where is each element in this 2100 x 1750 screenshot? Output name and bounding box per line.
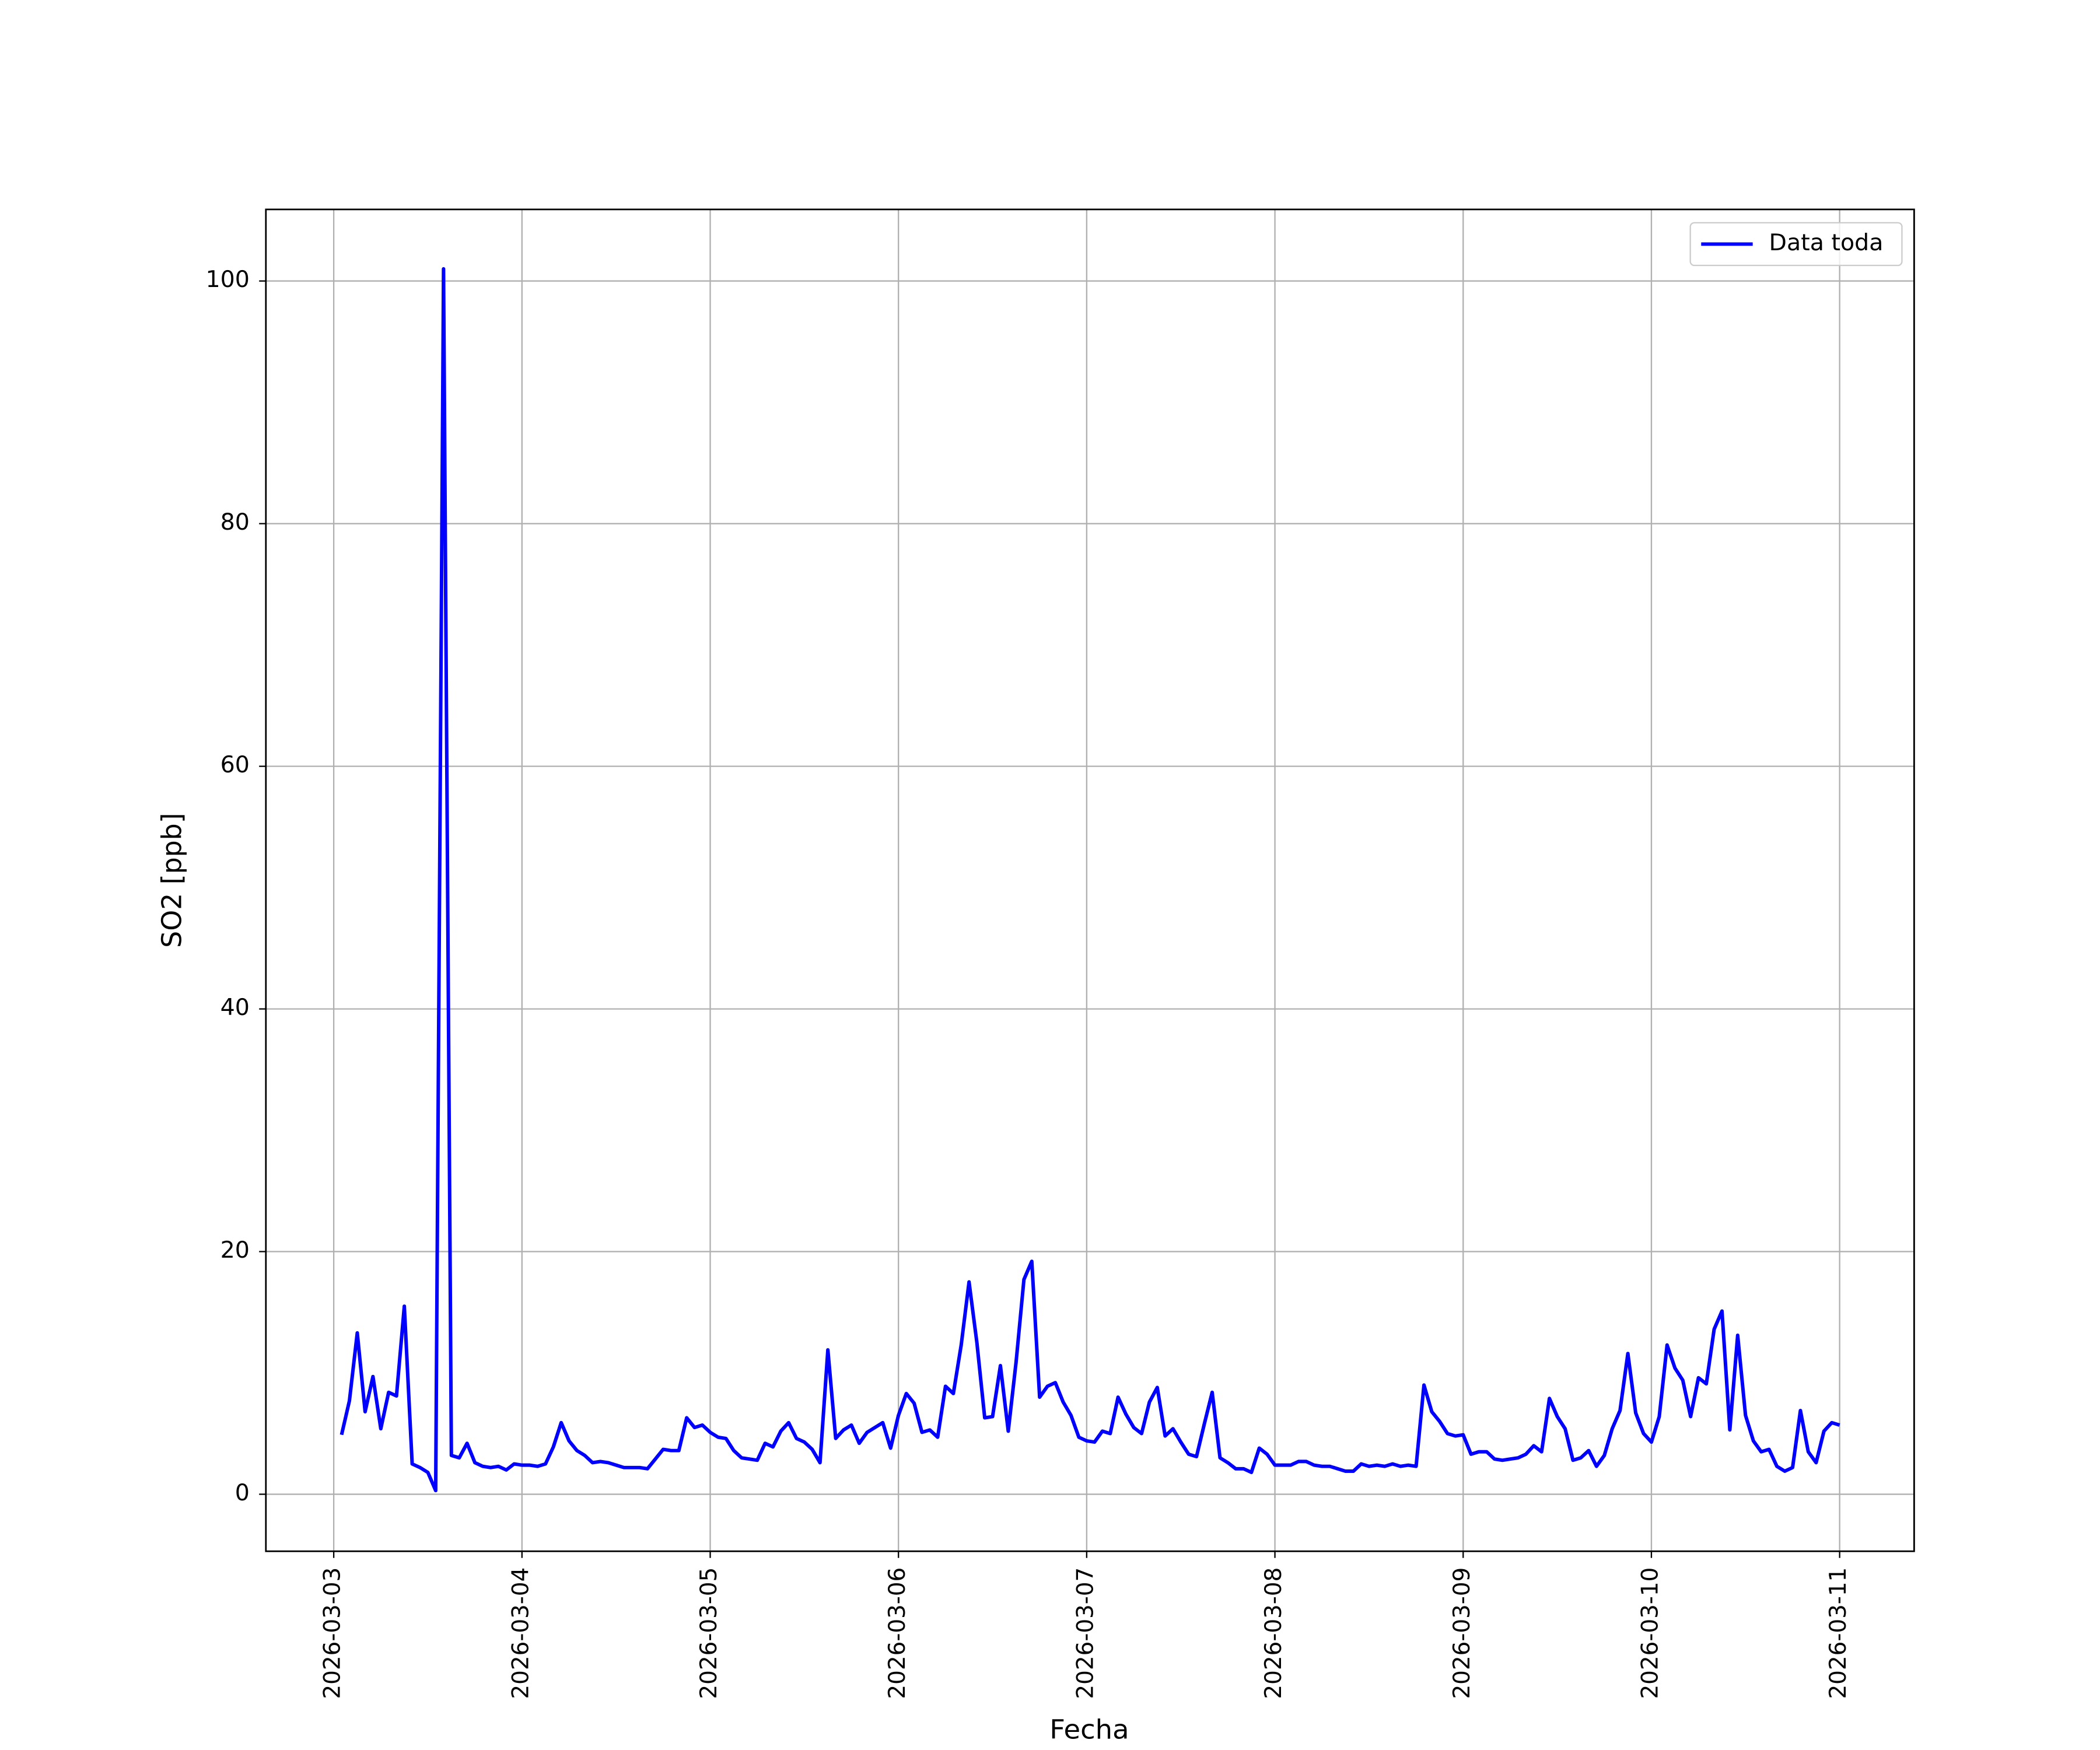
plot-area <box>340 267 1840 1493</box>
x-tick-label: 2026-03-08 <box>1261 1567 1287 1699</box>
axes-frame <box>265 208 1915 1552</box>
legend-label: Data toda <box>1769 230 1884 256</box>
data-line <box>340 267 1840 1493</box>
y-tick-label: 100 <box>205 267 249 293</box>
x-axis-label: Fecha <box>1049 1714 1129 1745</box>
y-tick-label: 60 <box>220 752 250 778</box>
x-tick-label: 2026-03-06 <box>884 1567 910 1699</box>
y-tick-label: 20 <box>220 1237 250 1264</box>
x-tick-label: 2026-03-03 <box>319 1567 345 1699</box>
x-tick-label: 2026-03-11 <box>1825 1567 1852 1699</box>
y-tick-label: 80 <box>220 509 250 536</box>
y-axis-label: SO2 [ppb] <box>156 813 187 947</box>
y-tick-label: 0 <box>235 1480 250 1506</box>
x-tick-label: 2026-03-05 <box>696 1567 722 1699</box>
x-tick-label: 2026-03-04 <box>508 1567 534 1699</box>
y-tick-label: 40 <box>220 995 250 1021</box>
x-tick-label: 2026-03-09 <box>1449 1567 1475 1699</box>
grid <box>265 209 1915 1552</box>
x-tick-label: 2026-03-07 <box>1072 1567 1098 1699</box>
x-tick-label: 2026-03-10 <box>1637 1567 1663 1699</box>
legend-box <box>1689 222 1903 267</box>
